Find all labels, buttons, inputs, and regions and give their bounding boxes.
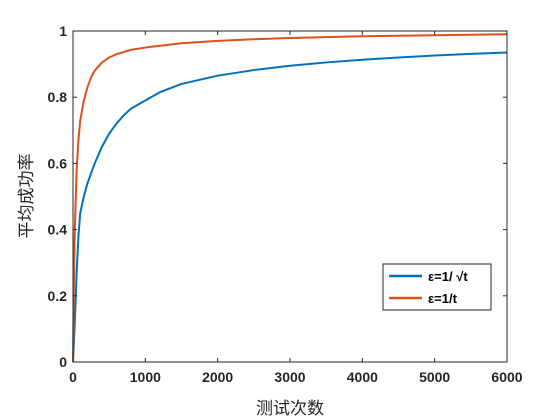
x-axis-ticks: 0 1000 2000 3000 4000 5000 6000 [69,31,523,385]
y-tick-label: 0.2 [48,288,68,304]
y-axis-ticks: 0 0.2 0.4 0.6 0.8 1 [48,23,507,370]
y-tick-label: 0.6 [48,155,68,171]
x-tick-label: 0 [69,369,77,385]
series-layer [72,33,508,363]
legend-label-series-2: ε=1/t [428,291,458,306]
x-tick-label: 1000 [130,369,161,385]
y-axis-label: 平均成功率 [17,154,37,239]
x-tick-label: 5000 [419,369,450,385]
y-tick-label: 0 [59,354,67,370]
x-tick-label: 3000 [274,369,305,385]
legend: ε=1/ √t ε=1/t [382,263,492,311]
y-tick-label: 0.4 [48,222,68,238]
x-axis-label: 测试次数 [256,399,324,419]
plot-area [73,31,507,362]
x-tick-label: 2000 [202,369,233,385]
x-tick-label: 4000 [347,369,378,385]
series-line-2 [72,33,508,363]
y-tick-label: 1 [59,23,67,39]
legend-label-series-1: ε=1/ √t [428,269,468,284]
series-line-1 [72,51,508,363]
y-tick-label: 0.8 [48,89,68,105]
legend-box [382,263,492,311]
x-tick-label: 6000 [491,369,522,385]
